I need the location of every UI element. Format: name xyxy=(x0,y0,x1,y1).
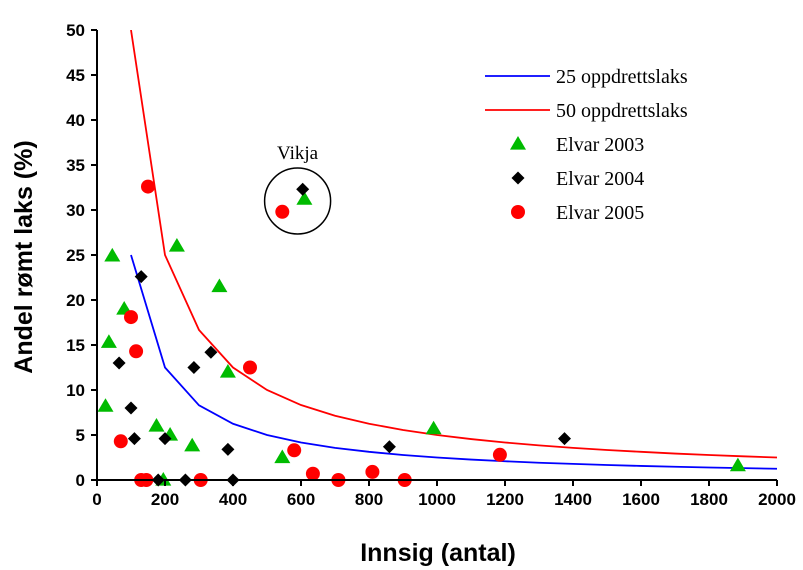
data-point-triangle xyxy=(425,420,442,435)
data-point-diamond xyxy=(558,432,571,446)
data-point-diamond xyxy=(124,401,138,415)
data-point-diamond xyxy=(158,432,172,446)
data-point-circle xyxy=(113,434,128,449)
x-tick-label: 1000 xyxy=(418,490,456,509)
x-tick-label: 200 xyxy=(151,490,179,509)
data-point-diamond xyxy=(204,345,218,359)
x-tick-label: 2000 xyxy=(758,490,796,509)
x-tick-label: 1400 xyxy=(554,490,592,509)
data-point-circle xyxy=(124,310,138,325)
axes: 0 200 400 600 800 1000 1200 1400 1600 1800 2000 0 5 1… xyxy=(66,21,796,509)
y-tick-label: 50 xyxy=(66,21,85,40)
data-point-diamond xyxy=(127,432,141,446)
y-tick-label: 25 xyxy=(66,246,85,265)
legend-swatch-circle xyxy=(511,205,525,219)
y-tick-label: 35 xyxy=(66,156,85,175)
y-tick-label: 0 xyxy=(76,471,85,490)
plot-area: Vikja xyxy=(97,30,777,487)
data-point-diamond xyxy=(221,442,235,456)
data-point-triangle xyxy=(219,364,236,378)
data-point-diamond xyxy=(112,356,126,370)
data-point-circle xyxy=(243,360,257,375)
y-axis-title: Andel rømt laks (%) xyxy=(10,140,38,373)
x-tick-label: 1800 xyxy=(690,490,728,509)
data-point-triangle xyxy=(729,457,746,472)
data-point-diamond xyxy=(382,440,396,454)
x-tick-label: 400 xyxy=(219,490,247,509)
data-point-circle xyxy=(492,447,507,462)
data-point-triangle xyxy=(274,449,291,464)
x-tick-label: 1600 xyxy=(622,490,660,509)
y-tick-label: 15 xyxy=(66,336,85,355)
data-point-triangle xyxy=(211,278,228,293)
series-line-25-oppdrettslaks xyxy=(130,254,777,470)
y-tick-label: 5 xyxy=(76,426,85,445)
y-tick-label: 10 xyxy=(66,381,85,400)
y-tick-label: 45 xyxy=(66,66,85,85)
x-tick-label: 800 xyxy=(355,490,383,509)
x-tick-label: 0 xyxy=(92,490,101,509)
data-point-triangle xyxy=(148,418,165,432)
data-point-diamond xyxy=(296,182,310,196)
legend-swatch-triangle xyxy=(510,136,526,150)
data-point-circle xyxy=(141,179,155,194)
data-point-circle xyxy=(287,443,302,458)
annotation-label: Vikja xyxy=(277,143,319,164)
y-tick-label: 40 xyxy=(66,111,85,130)
data-point-circle xyxy=(365,464,380,479)
legend-label: Elvar 2004 xyxy=(556,168,644,190)
data-point-triangle xyxy=(184,437,201,452)
data-point-triangle xyxy=(168,238,185,252)
data-point-triangle xyxy=(104,247,121,262)
legend-label: Elvar 2005 xyxy=(556,202,644,224)
data-point-triangle xyxy=(97,398,114,412)
x-tick-label: 1200 xyxy=(486,490,524,509)
data-point-diamond xyxy=(187,361,201,374)
data-point-diamond xyxy=(134,270,148,284)
legend-label: 50 oppdrettslaks xyxy=(556,100,688,122)
annotation-circle xyxy=(263,167,332,235)
y-tick-label: 30 xyxy=(66,201,85,220)
data-point-circle xyxy=(305,466,320,481)
y-tick-label: 20 xyxy=(66,291,85,310)
x-tick-label: 600 xyxy=(287,490,315,509)
x-axis-title: Innsig (antal) xyxy=(360,539,516,567)
data-point-circle xyxy=(129,344,144,359)
legend-label: 25 oppdrettslaks xyxy=(556,66,688,88)
series-line-50-oppdrettslaks xyxy=(130,30,777,459)
legend-label: Elvar 2003 xyxy=(556,134,644,156)
legend: 25 oppdrettslaks 50 oppdrettslaks Elvar 20… xyxy=(485,66,688,224)
legend-swatch-diamond xyxy=(511,171,525,185)
data-point-circle xyxy=(275,204,290,219)
data-point-triangle xyxy=(296,191,313,205)
data-point-triangle xyxy=(100,334,117,348)
